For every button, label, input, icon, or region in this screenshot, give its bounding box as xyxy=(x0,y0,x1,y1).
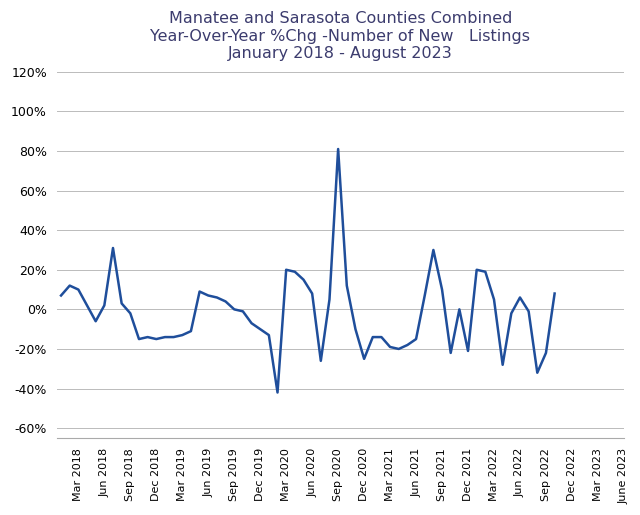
Title: Manatee and Sarasota Counties Combined
Year-Over-Year %Chg -Number of New   List: Manatee and Sarasota Counties Combined Y… xyxy=(150,11,531,61)
